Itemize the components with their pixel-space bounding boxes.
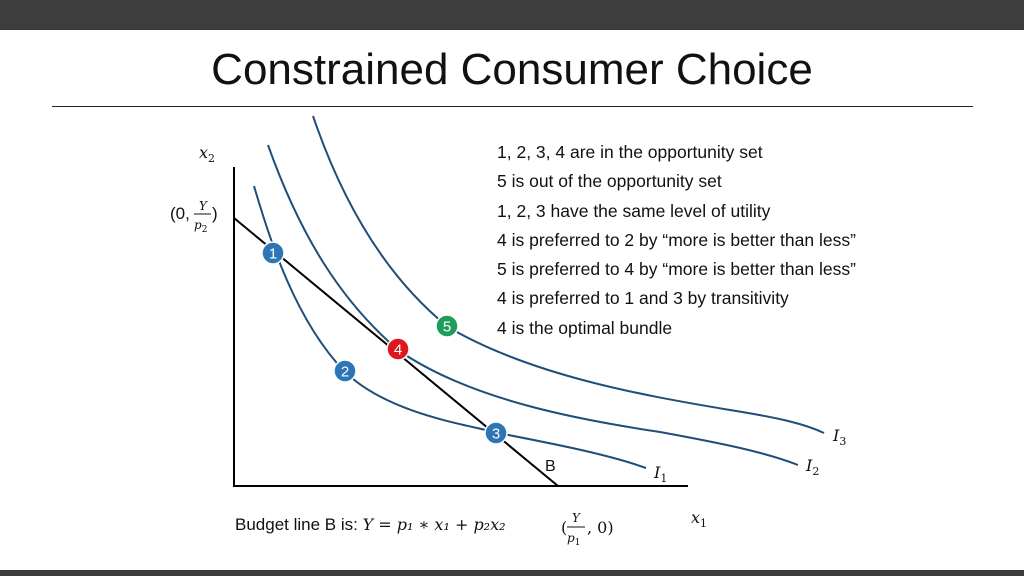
svg-text:1: 1: [269, 246, 277, 263]
statement-item: 1, 2, 3, 4 are in the opportunity set: [497, 142, 763, 162]
x-intercept-prefix: (: [561, 518, 567, 537]
x-intercept-numerator: Y: [572, 511, 581, 525]
x-intercept-denominator: p1: [567, 531, 580, 548]
svg-text:2: 2: [341, 364, 349, 381]
y-intercept-den-base: p: [194, 218, 202, 232]
statement-item: 1, 2, 3 have the same level of utility: [497, 200, 771, 221]
x-axis-label-sub: 1: [700, 517, 707, 530]
curve-label-i2: I2: [805, 456, 819, 478]
statement-item: 5 is out of the opportunity set: [497, 171, 722, 192]
y-intercept-prefix: (0,: [170, 204, 190, 223]
svg-text:5: 5: [443, 319, 451, 336]
y-intercept-den-sub: 2: [202, 225, 208, 235]
bundle-point-4: 4: [386, 337, 410, 361]
indifference-curve-1: [253, 185, 647, 469]
indifference-curve-3: [312, 115, 825, 434]
header-bar: [0, 0, 1024, 30]
y-axis-label-base: x: [199, 143, 208, 162]
budget-equation: Budget line B is: Y = p₁ ∗ x₁ + p₂x₂: [235, 515, 506, 535]
curve-label-i3: I3: [832, 426, 846, 448]
budget-equation-formula: Y = p₁ ∗ x₁ + p₂x₂: [362, 515, 506, 534]
indifference-curve-2: [267, 144, 799, 466]
svg-text:4: 4: [394, 342, 402, 359]
svg-text:3: 3: [492, 426, 500, 443]
y-axis-label: x2: [199, 143, 215, 165]
slide-title: Constrained Consumer Choice: [211, 45, 813, 94]
x-axis-label-base: x: [691, 508, 700, 527]
statement-item: 4 is preferred to 1 and 3 by transitivit…: [497, 288, 789, 309]
explanation-list: 1, 2, 3, 4 are in the opportunity set 5 …: [497, 138, 856, 343]
bundle-point-1: 1: [261, 241, 285, 265]
x-intercept-den-sub: 1: [575, 538, 581, 548]
x-intercept-suffix: , 0): [587, 518, 614, 537]
curve-label-i1: I1: [653, 463, 667, 485]
x-axis-label: x1: [691, 508, 707, 530]
bundle-point-3: 3: [484, 421, 508, 445]
bundle-point-2: 2: [333, 359, 357, 383]
y-intercept-suffix: ): [212, 204, 218, 223]
bundle-point-5: 5: [435, 314, 459, 338]
x-intercept-den-base: p: [567, 531, 575, 545]
x-intercept-label: ( Y p1 , 0): [561, 511, 614, 548]
y-intercept-denominator: p2: [194, 218, 207, 235]
footer-bar: [0, 570, 1024, 576]
statement-item: 5 is preferred to 4 by “more is better t…: [497, 259, 856, 280]
y-intercept-numerator: Y: [199, 199, 208, 213]
title-divider: [52, 106, 973, 107]
budget-line-label: B: [545, 458, 556, 475]
statement-item: 4 is preferred to 2 by “more is better t…: [497, 229, 856, 250]
statement-item: 4 is the optimal bundle: [497, 317, 673, 338]
budget-caption: Budget line B is:: [235, 515, 363, 534]
y-intercept-label: (0, Y p2 ): [170, 199, 218, 235]
y-axis-label-sub: 2: [208, 152, 215, 165]
